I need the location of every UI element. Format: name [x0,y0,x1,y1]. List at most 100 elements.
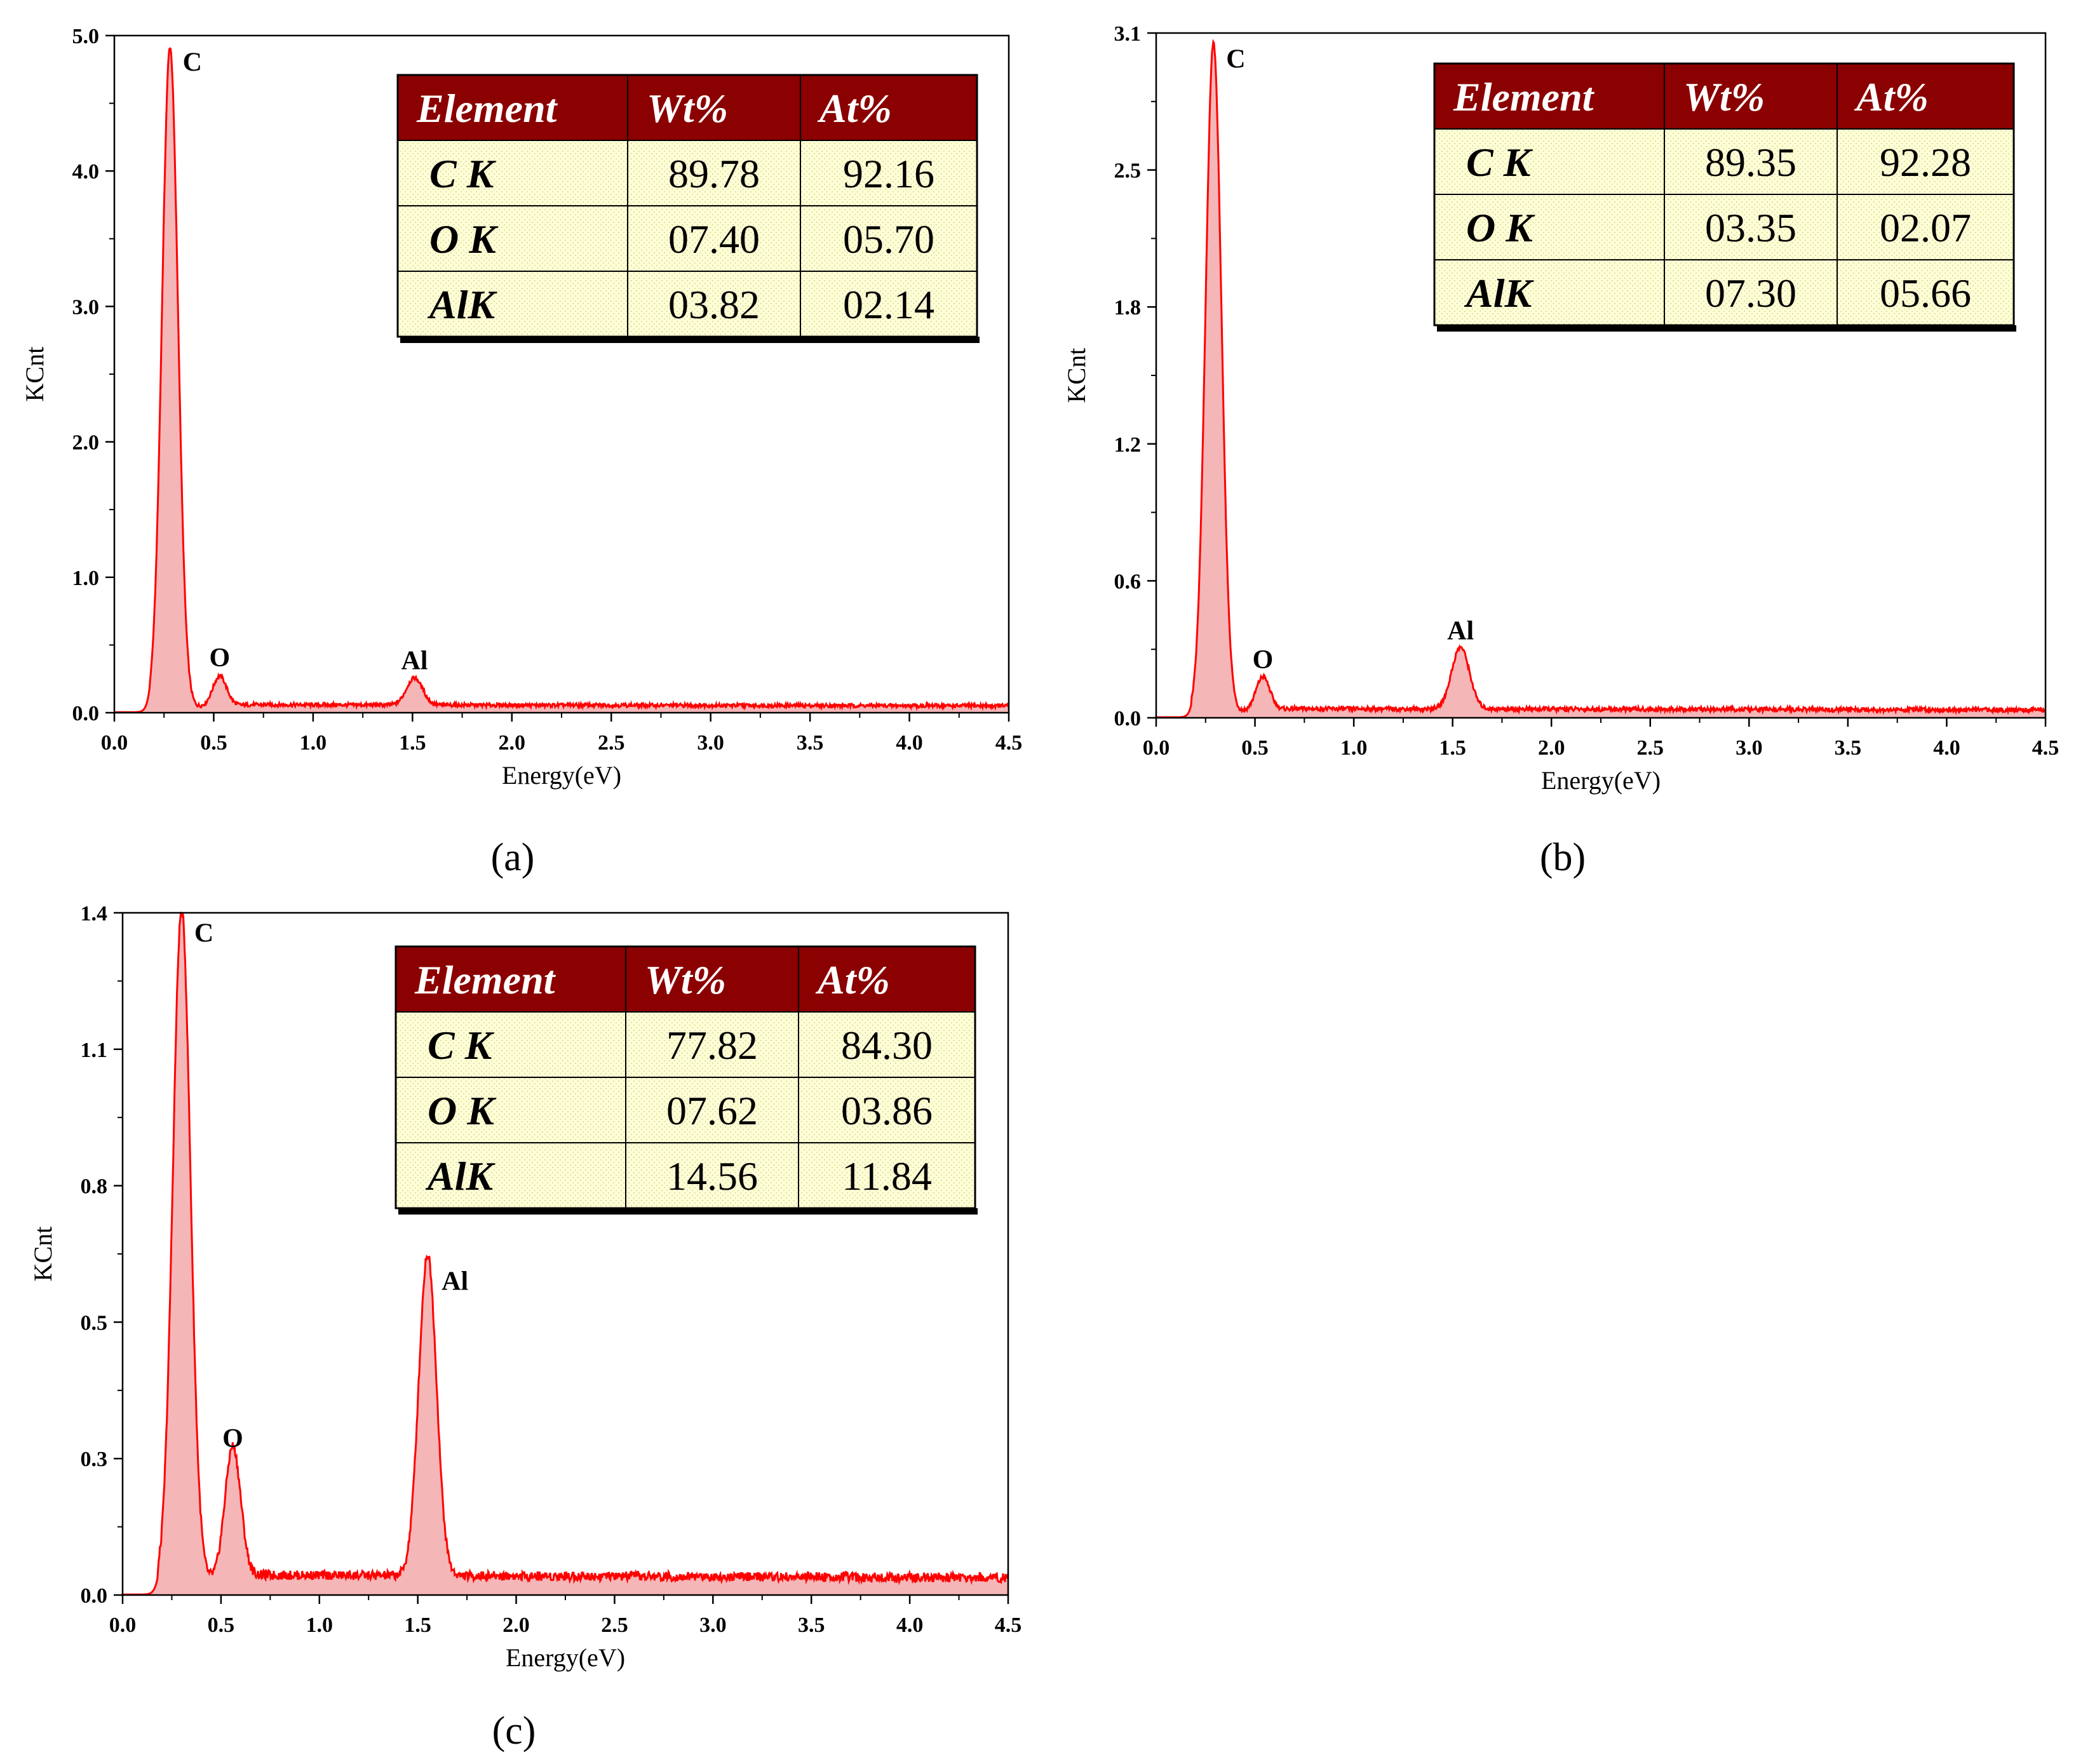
x-axis-title: Energy(eV) [1541,766,1661,795]
x-tick-label: 1.0 [300,731,327,755]
y-tick-label: 1.8 [1114,296,1142,320]
y-tick-label: 3.1 [1114,22,1142,46]
table-element-cell: AlK [1464,271,1534,316]
peak-label-c: C [194,919,213,948]
peak-label-al: Al [1447,617,1474,646]
x-tick-label: 0.0 [101,731,128,755]
table-value-cell: 07.40 [668,217,760,262]
x-axis-title: Energy(eV) [506,1643,625,1672]
table-element-cell: AlK [425,1154,495,1199]
y-axis-title: KCnt [29,1227,57,1282]
x-tick-label: 2.0 [1538,736,1565,760]
table-value-cell: 89.78 [668,151,760,196]
panel-label: (a) [491,836,535,879]
x-tick-label: 0.5 [208,1613,235,1637]
table-value-cell: 11.84 [842,1154,932,1199]
table-shadow [398,1208,978,1215]
composition-table: Element Wt% At% C K 89.35 92.28 O K 03.35 02.07 A… [1433,62,2016,332]
peak-label-o: O [1253,645,1274,675]
table-header-cell: Wt% [645,957,726,1002]
y-tick-label: 0.3 [81,1448,108,1471]
table-value-cell: 03.82 [668,282,760,327]
y-tick-label: 4.0 [72,160,100,184]
x-tick-label: 2.0 [499,731,526,755]
spectrum-line [121,912,1009,1596]
x-tick-label: 4.5 [995,731,1023,755]
x-tick-label: 3.0 [1736,736,1763,760]
table-header-row [1434,64,2014,129]
spectrum-line [1155,39,2047,718]
panel-label: (b) [1540,836,1586,879]
y-tick-label: 0.6 [1114,570,1142,593]
x-tick-label: 1.0 [306,1613,334,1637]
x-tick-label: 3.5 [1835,736,1862,760]
x-tick-label: 3.0 [697,731,724,755]
table-value-cell: 02.07 [1880,205,1971,250]
table-value-cell: 03.35 [1705,205,1796,250]
x-tick-label: 1.5 [404,1613,431,1637]
peak-label-al: Al [441,1267,468,1296]
table-value-cell: 05.66 [1880,271,1971,316]
x-tick-label: 4.5 [995,1613,1022,1637]
table-element-cell: O K [429,217,499,262]
x-tick-label: 2.0 [502,1613,530,1637]
table-body [398,140,977,337]
peak-label-o: O [222,1424,243,1453]
table-header-cell: At% [1854,74,1929,119]
x-tick-label: 1.0 [1340,736,1368,760]
y-axis-title: KCnt [1062,348,1091,403]
x-tick-label: 4.0 [896,731,923,755]
table-header-cell: Element [1453,74,1595,119]
table-value-cell: 03.86 [841,1088,933,1133]
y-tick-label: 1.1 [81,1039,108,1062]
chart-panel-c: 0.0 0.5 1.0 1.5 2.0 2.5 3.0 3.5 4.0 4.5 0.0 0.3 0.5 0… [29,902,1021,1753]
peak-label-al: Al [401,646,428,675]
x-tick-label: 2.5 [598,731,625,755]
x-tick-label: 4.5 [2032,736,2059,760]
y-tick-label: 1.4 [81,902,108,926]
peak-label-c: C [183,48,202,77]
table-value-cell: 14.56 [666,1154,758,1199]
y-tick-label: 0.5 [81,1311,108,1335]
table-value-cell: 05.70 [843,217,934,262]
x-tick-label: 0.5 [200,731,227,755]
x-tick-label: 3.0 [699,1613,727,1637]
x-tick-label: 0.5 [1241,736,1269,760]
y-tick-label: 2.5 [1114,159,1142,183]
table-header-cell: Wt% [647,86,728,131]
table-value-cell: 92.16 [843,151,934,196]
y-tick-label: 0.8 [81,1175,108,1199]
y-tick-label: 5.0 [72,25,100,48]
table-shadow [1437,325,2016,332]
y-axis-title: KCnt [20,347,49,402]
x-tick-label: 2.5 [601,1613,628,1637]
table-value-cell: 02.14 [843,282,934,327]
y-tick-label: 3.0 [72,295,100,319]
table-value-cell: 92.28 [1880,140,1971,185]
table-value-cell: 77.82 [666,1023,758,1068]
x-tick-label: 4.0 [1933,736,1960,760]
table-value-cell: 89.35 [1705,140,1796,185]
spectrum-line [113,47,1010,713]
peak-label-o: O [209,643,230,673]
table-value-cell: 07.62 [666,1088,758,1133]
table-value-cell: 84.30 [841,1023,933,1068]
x-tick-label: 4.0 [896,1613,924,1637]
table-header-cell: Element [416,86,558,131]
panel-label: (c) [492,1709,536,1753]
table-header-cell: At% [817,86,892,131]
table-value-cell: 07.30 [1705,271,1796,316]
table-element-cell: O K [1466,205,1535,250]
composition-table: Element Wt% At% C K 89.78 92.16 O K 07.40 05.70 A… [396,74,980,343]
y-tick-label: 1.0 [72,567,100,590]
table-element-cell: C K [429,151,497,196]
table-element-cell: AlK [427,282,497,327]
table-header-cell: At% [815,957,890,1002]
chart-panel-a: 0.0 0.5 1.0 1.5 2.0 2.5 3.0 3.5 4.0 4.5 0.0 1.0 2.0 3… [20,25,1022,879]
chart-panel-b: 0.0 0.5 1.0 1.5 2.0 2.5 3.0 3.5 4.0 4.5 0.0 0.6 1.2 1… [1062,22,2059,879]
x-tick-label: 2.5 [1637,736,1664,760]
table-element-cell: C K [428,1023,495,1068]
table-element-cell: C K [1466,140,1533,185]
table-header-row [396,946,975,1012]
